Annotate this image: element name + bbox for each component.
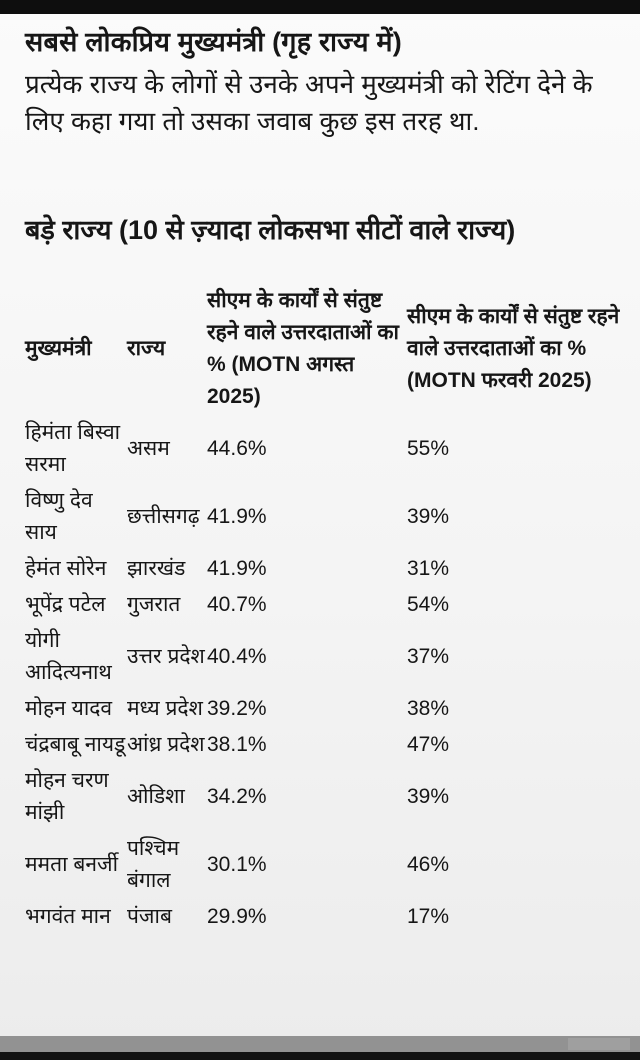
table-row: विष्णु देव साय छत्तीसगढ़ 41.9% 39% [25, 483, 640, 551]
feb-2025-value: 37% [407, 645, 450, 668]
table-header-row: मुख्यमंत्री राज्य सीएम के कार्यों से संत… [25, 283, 640, 415]
table-row: मोहन चरण मांझी ओडिशा 34.2% 39% [25, 763, 640, 831]
aug-2025-value: 40.4% [207, 645, 267, 668]
table-row: हेमंत सोरेन झारखंड 41.9% 31% [25, 551, 640, 587]
state-name: ओडिशा [127, 785, 185, 808]
state-name: झारखंड [127, 557, 186, 580]
feb-2025-value: 17% [407, 905, 450, 928]
state-name: पश्चिम बंगाल [127, 837, 180, 892]
aug-2025-value: 34.2% [207, 785, 267, 808]
feb-2025-value: 55% [407, 437, 450, 460]
overlay-gray-band [0, 1036, 640, 1052]
cm-name: मोहन यादव [25, 697, 113, 720]
aug-2025-value: 41.9% [207, 557, 267, 580]
feb-2025-value: 31% [407, 557, 450, 580]
cm-name: चंद्रबाबू नायडू [25, 733, 126, 756]
table-row: योगी आदित्यनाथ उत्तर प्रदेश 40.4% 37% [25, 623, 640, 691]
aug-2025-value: 44.6% [207, 437, 267, 460]
state-name: मध्य प्रदेश [127, 697, 203, 720]
table-row: ममता बनर्जी पश्चिम बंगाल 30.1% 46% [25, 831, 640, 899]
table-row: भगवंत मान पंजाब 29.9% 17% [25, 899, 640, 935]
column-header-feb-2025: सीएम के कार्यों से संतुष्ट रहने वाले उत्… [407, 305, 620, 392]
column-header-aug-2025: सीएम के कार्यों से संतुष्ट रहने वाले उत्… [207, 289, 399, 408]
feb-2025-value: 46% [407, 853, 450, 876]
cm-name: भगवंत मान [25, 905, 111, 928]
state-name: छत्तीसगढ़ [127, 505, 200, 528]
feb-2025-value: 47% [407, 733, 450, 756]
feb-2025-value: 38% [407, 697, 450, 720]
cm-name: हिमंता बिस्वा सरमा [25, 421, 121, 476]
aug-2025-value: 39.2% [207, 697, 267, 720]
cm-name: ममता बनर्जी [25, 853, 119, 876]
cm-name: भूपेंद्र पटेल [25, 593, 106, 616]
aug-2025-value: 29.9% [207, 905, 267, 928]
feb-2025-value: 39% [407, 785, 450, 808]
column-header-state: राज्य [127, 337, 166, 360]
aug-2025-value: 38.1% [207, 733, 267, 756]
feb-2025-value: 39% [407, 505, 450, 528]
aug-2025-value: 40.7% [207, 593, 267, 616]
cm-name: विष्णु देव साय [25, 489, 93, 544]
page-content: सबसे लोकप्रिय मुख्यमंत्री (गृह राज्य में… [0, 14, 640, 247]
overlay-gray-band-highlight [568, 1038, 630, 1050]
state-name: गुजरात [127, 593, 181, 616]
feb-2025-value: 54% [407, 593, 450, 616]
state-name: असम [127, 437, 170, 460]
cm-rating-table: मुख्यमंत्री राज्य सीएम के कार्यों से संत… [25, 283, 640, 935]
page-subtitle: प्रत्येक राज्य के लोगों से उनके अपने मुख… [25, 69, 593, 136]
cm-name: योगी आदित्यनाथ [25, 629, 112, 684]
table-row: मोहन यादव मध्य प्रदेश 39.2% 38% [25, 691, 640, 727]
table-row: भूपेंद्र पटेल गुजरात 40.7% 54% [25, 587, 640, 623]
state-name: आंध्र प्रदेश [127, 733, 205, 756]
state-name: पंजाब [127, 905, 172, 928]
aug-2025-value: 41.9% [207, 505, 267, 528]
table-row: हिमंता बिस्वा सरमा असम 44.6% 55% [25, 415, 640, 483]
state-name: उत्तर प्रदेश [127, 645, 205, 668]
aug-2025-value: 30.1% [207, 853, 267, 876]
table-row: चंद्रबाबू नायडू आंध्र प्रदेश 38.1% 47% [25, 727, 640, 763]
bottom-black-bar [0, 1052, 640, 1060]
page-title: सबसे लोकप्रिय मुख्यमंत्री (गृह राज्य में… [25, 27, 402, 57]
section-heading: बड़े राज्य (10 से ज़्यादा लोकसभा सीटों व… [25, 215, 516, 245]
top-black-bar [0, 0, 640, 14]
cm-name: मोहन चरण मांझी [25, 769, 109, 824]
cm-name: हेमंत सोरेन [25, 557, 107, 580]
column-header-cm: मुख्यमंत्री [25, 337, 92, 360]
